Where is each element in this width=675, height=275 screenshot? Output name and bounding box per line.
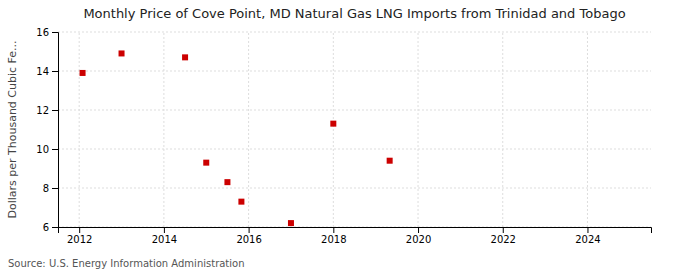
- x-tick-mark: [503, 227, 504, 233]
- x-tick-mark: [164, 227, 165, 233]
- y-tick-label: 6: [43, 222, 49, 233]
- grid: [58, 32, 651, 227]
- x-tick: 2020: [406, 227, 431, 245]
- y-tick: 6: [43, 222, 58, 233]
- x-tick: 2012: [67, 227, 92, 245]
- x-tick-mark: [249, 227, 250, 233]
- y-grid-line: [58, 32, 651, 33]
- chart-svg: 2012 2014 2016 2018 2020 2022 2024 6 8 10 12 14 16 Mo…: [0, 0, 675, 275]
- x-tick: 2022: [491, 227, 516, 245]
- y-tick-mark: [52, 110, 58, 111]
- x-grid-line: [418, 32, 419, 227]
- x-grid-line: [333, 32, 334, 227]
- y-grid-line: [58, 71, 651, 72]
- title: Monthly Price of Cove Point, MD Natural …: [83, 6, 625, 21]
- y-tick-mark: [52, 32, 58, 33]
- x-tick-label: 2020: [406, 234, 431, 245]
- x-tick-label: 2022: [491, 234, 516, 245]
- x-tick-label: 2014: [152, 234, 177, 245]
- y-tick-label: 12: [36, 105, 49, 116]
- y-tick-label: 16: [36, 27, 49, 38]
- x-axis: 2012 2014 2016 2018 2020 2022 2024: [59, 227, 652, 245]
- x-axis-line: [59, 228, 652, 234]
- x-tick: 2016: [236, 227, 261, 245]
- point: [182, 54, 188, 60]
- x-grid-line: [248, 32, 249, 227]
- y-grid-line: [58, 188, 651, 189]
- y-tick: 8: [43, 183, 58, 194]
- x-tick-label: 2018: [321, 234, 346, 245]
- x-tick-label: 2012: [67, 234, 92, 245]
- y-tick-label: 14: [36, 66, 49, 77]
- x-tick-mark: [587, 227, 588, 233]
- y-tick-label: 10: [36, 144, 49, 155]
- y-tick: 14: [36, 66, 58, 77]
- x-grid-line: [587, 32, 588, 227]
- x-tick-label: 2016: [236, 234, 261, 245]
- x-grid-line: [79, 32, 80, 227]
- y-axis: 6 8 10 12 14 16: [36, 27, 58, 233]
- y-tick-label: 8: [43, 183, 49, 194]
- x-grid-line: [502, 32, 503, 227]
- x-tick-mark: [418, 227, 419, 233]
- point: [330, 121, 336, 127]
- x-tick: 2014: [152, 227, 177, 245]
- y-tick-mark: [52, 149, 58, 150]
- x-tick: 2018: [321, 227, 346, 245]
- point: [224, 179, 230, 185]
- y-grid-line: [58, 149, 651, 150]
- chart-container: 2012 2014 2016 2018 2020 2022 2024 6 8 10 12 14 16 Mo…: [0, 0, 675, 275]
- y-tick-mark: [52, 71, 58, 72]
- y-axis-title: Dollars per Thousand Cubic Fe...: [6, 40, 19, 218]
- point: [80, 70, 86, 76]
- y-axis-line: [52, 33, 59, 228]
- x-tick-mark: [333, 227, 334, 233]
- annotation: Source: U.S. Energy Information Administ…: [8, 258, 245, 269]
- point: [288, 220, 294, 226]
- point: [387, 158, 393, 164]
- y-tick-mark: [52, 188, 58, 189]
- y-tick: 16: [36, 27, 58, 38]
- x-tick: 2024: [575, 227, 600, 245]
- point: [238, 199, 244, 205]
- y-tick: 12: [36, 105, 58, 116]
- y-tick: 10: [36, 144, 58, 155]
- x-tick-label: 2024: [575, 234, 600, 245]
- point: [203, 160, 209, 166]
- y-tick-mark: [52, 227, 58, 228]
- points: [80, 50, 393, 226]
- x-tick-mark: [79, 227, 80, 233]
- y-grid-line: [58, 110, 651, 111]
- point: [119, 50, 125, 56]
- x-grid-line: [163, 32, 164, 227]
